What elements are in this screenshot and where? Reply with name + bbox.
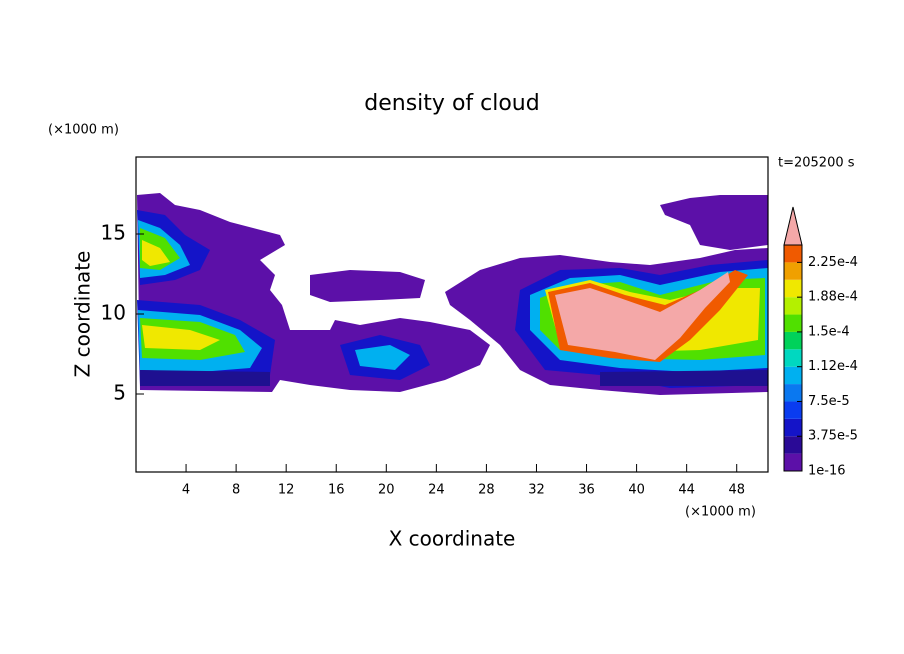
x-tick-label: 48 [728, 483, 745, 498]
x-tick-label: 16 [328, 483, 345, 498]
y-tick-label: 10 [101, 301, 126, 325]
colorbar-tick-label: 1.5e-4 [808, 324, 850, 339]
contour-region [660, 195, 768, 250]
colorbar-over [783, 206, 803, 246]
x-tick-label: 32 [528, 483, 545, 498]
x-tick-label: 8 [232, 483, 240, 498]
colorbar-bin [784, 279, 802, 298]
colorbar-tick-label: 1.12e-4 [808, 359, 858, 374]
y-tick-label: 5 [113, 381, 126, 405]
x-tick-label: 44 [678, 483, 695, 498]
colorbar-bin [784, 401, 802, 419]
colorbar-bin [784, 331, 802, 350]
contour-field [137, 193, 768, 395]
colorbar-tick-label: 1e-16 [808, 464, 846, 479]
y-axis-label: Z coordinate [71, 251, 95, 378]
time-label: t=205200 s [778, 156, 855, 171]
colorbar-tick-label: 2.25e-4 [808, 255, 858, 270]
colorbar-bin [784, 297, 802, 315]
x-tick-label: 12 [278, 483, 295, 498]
colorbar-bin [784, 384, 802, 402]
colorbar-bin [784, 366, 802, 385]
x-tick-label: 36 [578, 483, 595, 498]
x-tick-label: 24 [428, 483, 445, 498]
contour-region [310, 270, 425, 302]
colorbar-tick-label: 3.75e-5 [808, 429, 858, 444]
y-unit: (×1000 m) [48, 123, 119, 138]
colorbar-frame [783, 244, 803, 472]
x-tick-label: 4 [182, 483, 190, 498]
colorbar-tick-label: 7.5e-5 [808, 394, 850, 409]
chart-title: density of cloud [364, 91, 539, 116]
x-tick-label: 20 [378, 483, 395, 498]
colorbar-bin [784, 314, 802, 332]
colorbar-bin [784, 436, 802, 454]
y-tick-label: 15 [101, 221, 126, 245]
colorbar-tick-label: 1.88e-4 [808, 290, 858, 305]
colorbar-bin [784, 262, 802, 280]
colorbar-bin [784, 245, 802, 263]
x-unit: (×1000 m) [685, 505, 756, 520]
colorbar-bin [784, 453, 802, 471]
x-tick-label: 28 [478, 483, 495, 498]
contour-region [140, 370, 768, 386]
colorbar-bin [784, 349, 802, 367]
x-axis-label: X coordinate [389, 527, 516, 551]
contour-region [555, 272, 730, 360]
x-tick-label: 40 [628, 483, 645, 498]
colorbar-bin [784, 418, 802, 437]
